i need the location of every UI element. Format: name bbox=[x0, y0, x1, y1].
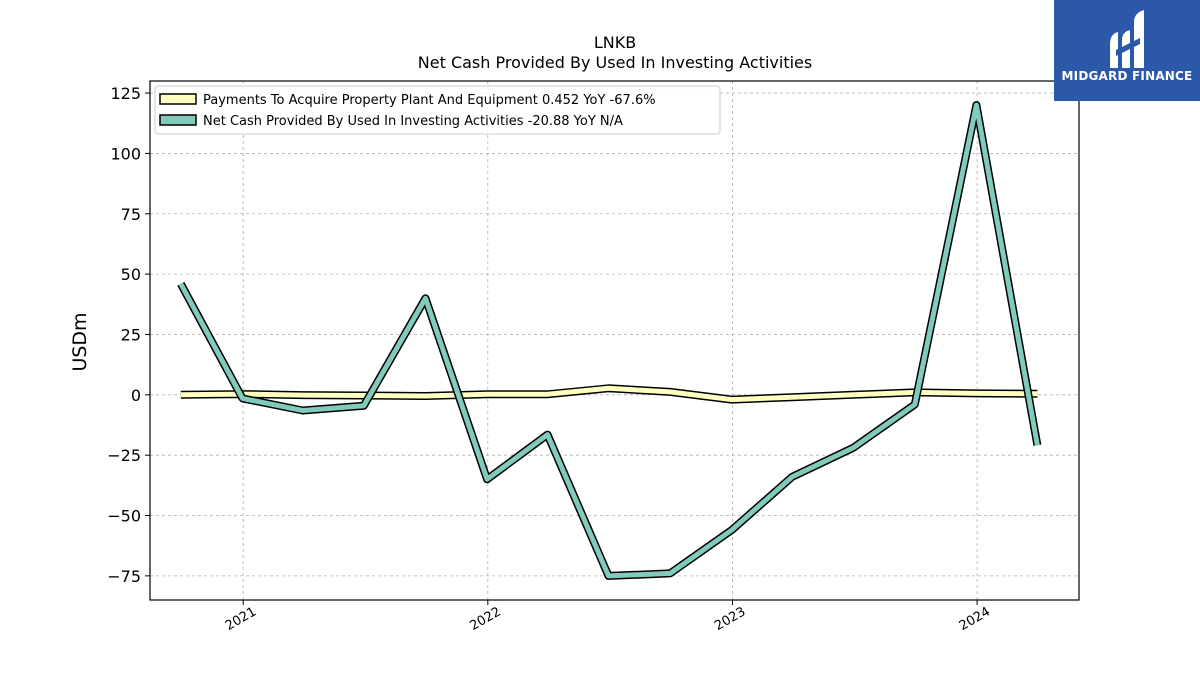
y-tick-label: 100 bbox=[110, 144, 141, 163]
y-tick-label: 125 bbox=[110, 84, 141, 103]
series-lines bbox=[177, 101, 1042, 580]
x-tick-label: 2024 bbox=[957, 604, 993, 634]
legend: Payments To Acquire Property Plant And E… bbox=[154, 85, 721, 135]
legend-box bbox=[154, 85, 721, 135]
series-line-1 bbox=[180, 385, 1038, 403]
x-tick-label: 2023 bbox=[712, 604, 748, 634]
brand-logo: MIDGARD FINANCE bbox=[1054, 0, 1200, 101]
legend-entry: Net Cash Provided By Used In Investing A… bbox=[203, 114, 623, 129]
x-tick-label: 2021 bbox=[223, 604, 259, 634]
x-axis: 2021 2022 2023 2024 bbox=[223, 600, 993, 634]
y-axis: −75 −50 −25 0 25 50 75 100 125 bbox=[107, 84, 150, 586]
x-tick-label: 2022 bbox=[468, 604, 504, 634]
grid bbox=[150, 81, 1079, 600]
series-line-2 bbox=[178, 102, 1040, 579]
y-tick-label: 75 bbox=[121, 205, 141, 224]
chart-subtitle: Net Cash Provided By Used In Investing A… bbox=[418, 53, 812, 72]
y-tick-label: −25 bbox=[107, 446, 141, 465]
series-outline bbox=[177, 101, 1042, 580]
y-tick-label: −50 bbox=[107, 507, 141, 526]
y-tick-label: −75 bbox=[107, 567, 141, 586]
chart-title: LNKB bbox=[594, 33, 636, 52]
y-tick-label: 25 bbox=[121, 325, 141, 344]
y-tick-label: 50 bbox=[121, 265, 141, 284]
legend-swatch bbox=[159, 114, 197, 126]
legend-entry: Payments To Acquire Property Plant And E… bbox=[203, 93, 656, 108]
y-axis-label: USDm bbox=[69, 312, 91, 371]
logo-text: MIDGARD FINANCE bbox=[1061, 69, 1193, 83]
plot-frame bbox=[149, 80, 1080, 601]
y-tick-label: 0 bbox=[131, 386, 141, 405]
logo-mark-icon bbox=[1110, 10, 1144, 68]
legend-swatch bbox=[159, 93, 197, 105]
